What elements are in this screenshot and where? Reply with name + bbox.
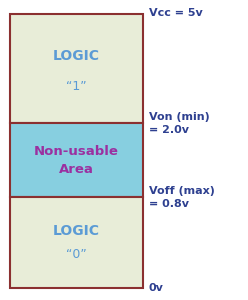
- Text: “1”: “1”: [66, 80, 87, 93]
- Bar: [10, 197, 143, 288]
- Text: LOGIC: LOGIC: [53, 224, 100, 238]
- Bar: [10, 123, 143, 197]
- Text: 0v: 0v: [149, 283, 164, 293]
- Text: Vcc = 5v: Vcc = 5v: [149, 8, 203, 19]
- Text: “0”: “0”: [66, 248, 87, 261]
- Text: Non-usable
Area: Non-usable Area: [34, 145, 119, 176]
- Text: LOGIC: LOGIC: [53, 50, 100, 63]
- Bar: [10, 14, 143, 123]
- Text: Voff (max)
= 0.8v: Voff (max) = 0.8v: [149, 186, 215, 209]
- Text: Von (min)
= 2.0v: Von (min) = 2.0v: [149, 112, 210, 135]
